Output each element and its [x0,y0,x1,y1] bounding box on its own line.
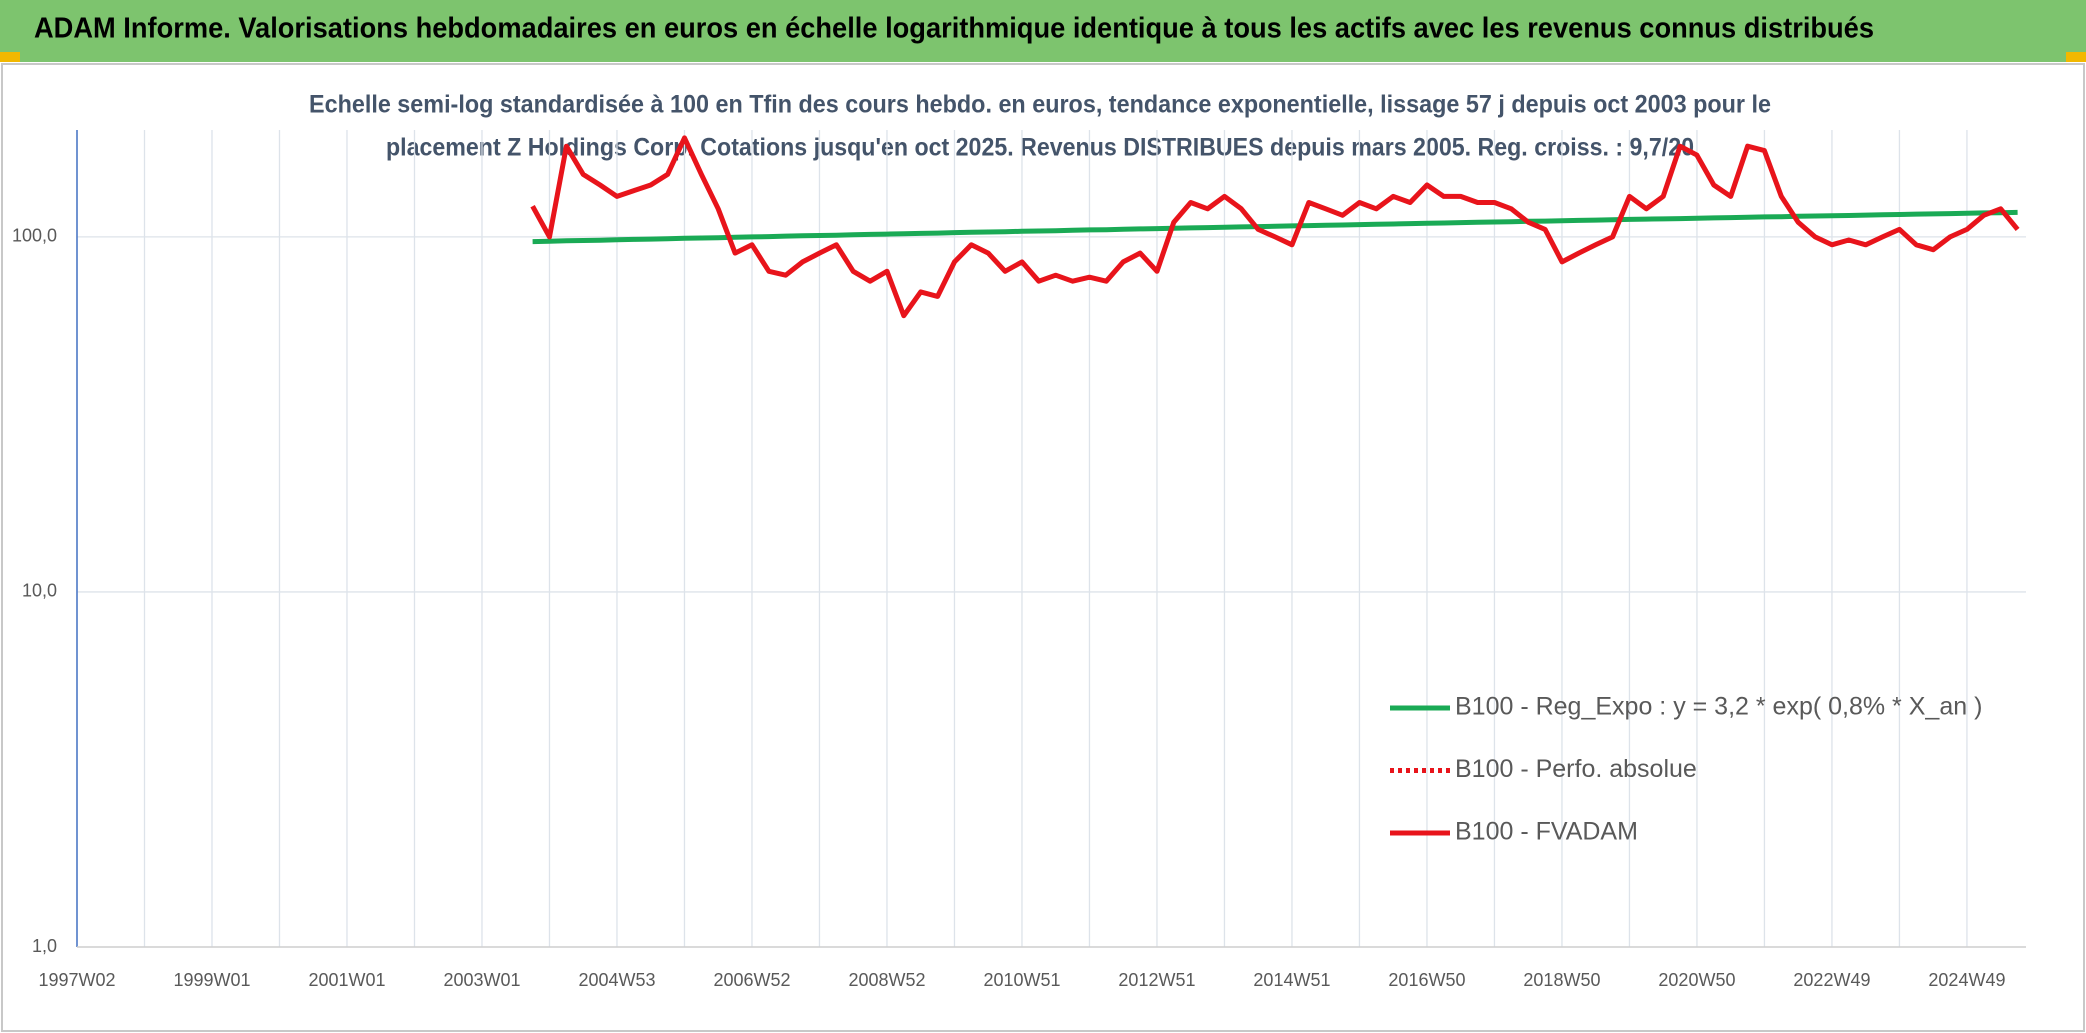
x-tick-label: 1999W01 [173,970,250,990]
x-tick-label: 2024W49 [1928,970,2005,990]
x-tick-label: 2003W01 [443,970,520,990]
legend-label: B100 - Reg_Expo : y = 3,2 * exp( 0,8% * … [1455,693,1982,721]
chart-subtitle: placement Z Holdings Corp. Cotations jus… [386,134,1694,162]
legend-label: B100 - Perfo. absolue [1455,755,1697,783]
x-tick-label: 2014W51 [1253,970,1330,990]
chart-subtitle: Echelle semi-log standardisée à 100 en T… [309,91,1771,119]
x-tick-label: 2018W50 [1523,970,1600,990]
chart-frame [1,63,2085,1032]
x-tick-label: 2020W50 [1658,970,1735,990]
x-tick-label: 2010W51 [983,970,1060,990]
x-tick-label: 2012W51 [1118,970,1195,990]
x-tick-label: 2001W01 [308,970,385,990]
x-tick-label: 2008W52 [848,970,925,990]
header-bar [0,0,2086,62]
x-tick-label: 2004W53 [578,970,655,990]
corner [0,52,20,62]
x-tick-label: 2016W50 [1388,970,1465,990]
x-tick-label: 2022W49 [1793,970,1870,990]
corner [2066,52,2086,62]
plot [530,135,2020,319]
y-tick-label: 10,0 [22,581,57,601]
series-line [532,209,2018,245]
page-title: ADAM Informe. Valorisations hebdomadaire… [34,13,1874,45]
y-tick-label: 100,0 [12,226,57,246]
x-tick-label: 2006W52 [713,970,790,990]
x-tick-label: 1997W02 [38,970,115,990]
y-tick-label: 1,0 [32,936,57,956]
legend-label: B100 - FVADAM [1455,818,1638,846]
series-line [530,135,2020,319]
